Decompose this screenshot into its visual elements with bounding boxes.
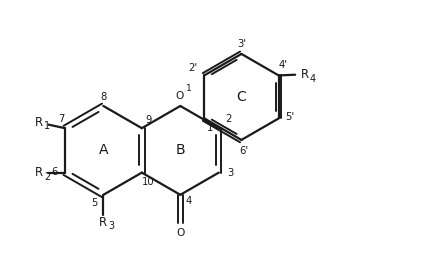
Text: 3: 3: [227, 168, 233, 178]
Text: 8: 8: [100, 92, 106, 102]
Text: B: B: [176, 143, 185, 157]
Text: 6: 6: [52, 167, 58, 177]
Text: 3: 3: [109, 221, 115, 231]
Text: 9: 9: [146, 115, 152, 125]
Text: O: O: [175, 91, 184, 101]
Text: 3': 3': [237, 39, 246, 49]
Text: 2': 2': [188, 63, 198, 73]
Text: 1': 1': [207, 123, 216, 133]
Text: 4: 4: [186, 196, 192, 206]
Text: R: R: [99, 216, 107, 229]
Text: 6': 6': [240, 146, 249, 156]
Text: R: R: [300, 68, 309, 81]
Text: 1: 1: [44, 121, 51, 131]
Text: 4: 4: [310, 74, 316, 84]
Text: 10: 10: [142, 177, 155, 187]
Text: 7: 7: [58, 114, 65, 124]
Text: A: A: [99, 143, 108, 157]
Text: O: O: [176, 228, 184, 238]
Text: 2: 2: [225, 114, 231, 124]
Text: 1: 1: [186, 84, 192, 93]
Text: R: R: [35, 116, 43, 129]
Text: 4': 4': [279, 60, 287, 70]
Text: C: C: [237, 90, 246, 104]
Text: R: R: [35, 166, 43, 179]
Text: 2: 2: [44, 172, 51, 182]
Text: 5: 5: [91, 198, 97, 208]
Text: 5': 5': [285, 112, 294, 122]
